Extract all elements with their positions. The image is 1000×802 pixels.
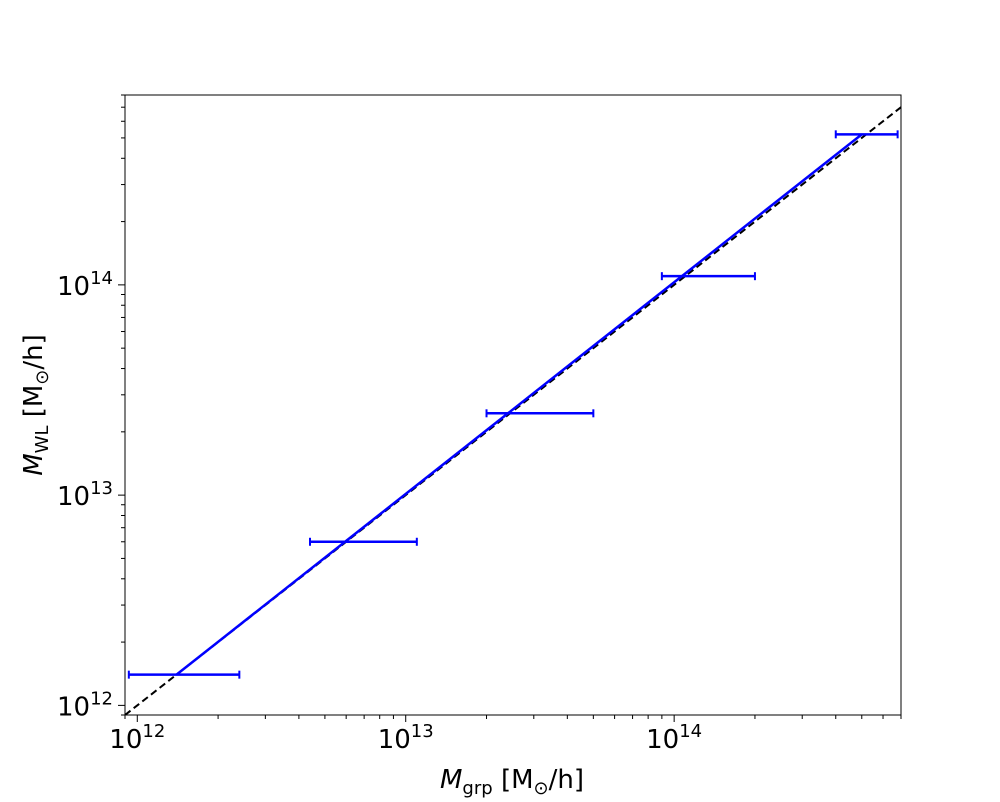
- plot-frame: [124, 94, 902, 716]
- x-tick-label: 1014: [646, 721, 702, 755]
- errorbar-2: [309, 537, 418, 546]
- errorbar-group: [127, 130, 899, 679]
- y-tick-label: 1014: [57, 268, 113, 302]
- errorbar-1: [127, 670, 241, 679]
- errorbar-5: [834, 130, 899, 139]
- x-tick-label: 1013: [378, 721, 434, 755]
- x-axis-label-sub: grp: [462, 778, 492, 799]
- x-axis-label-unit-end: /h]: [549, 765, 584, 795]
- fit-line: [175, 133, 863, 676]
- y-axis-ticks: 1012 1013 1014: [57, 94, 125, 722]
- x-axis-ticks: 1012 1013 1014: [109, 715, 902, 755]
- x-axis-label-unit: [M: [493, 765, 534, 795]
- y-axis-label-sub: WL: [32, 426, 53, 454]
- y-tick-label: 1012: [57, 688, 113, 722]
- y-axis-label-sun: ⊙: [32, 370, 53, 385]
- y-axis-label-symbol: M: [19, 453, 49, 475]
- y-tick-label: 1013: [57, 478, 113, 512]
- x-axis-label-sun: ⊙: [534, 778, 549, 799]
- errorbar-4: [660, 272, 756, 281]
- errorbar-3: [485, 409, 595, 418]
- x-axis-label: Mgrp [M⊙/h]: [440, 765, 584, 799]
- x-tick-label: 1012: [109, 721, 165, 755]
- fit-line-group: [175, 133, 863, 676]
- y-axis-label-unit-end: /h]: [19, 334, 49, 369]
- x-axis-label-symbol: M: [440, 765, 462, 795]
- y-axis-label-unit: [M: [19, 385, 49, 426]
- y-axis-label: MWL [M⊙/h]: [19, 334, 53, 476]
